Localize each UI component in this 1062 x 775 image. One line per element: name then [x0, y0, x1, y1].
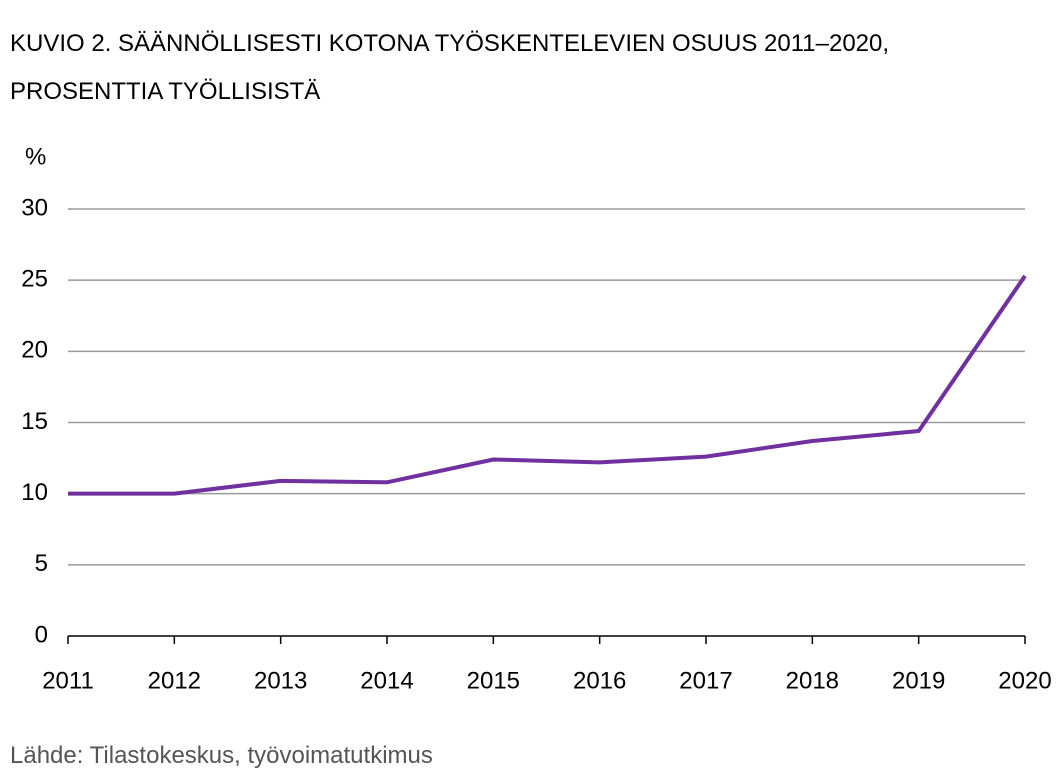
y-tick-label: 10 [21, 479, 48, 506]
x-tick-label: 2018 [786, 667, 839, 694]
data-line [68, 274, 1027, 496]
x-tick-label: 2016 [573, 667, 626, 694]
y-tick-label: 15 [21, 408, 48, 435]
x-tick-label: 2012 [148, 667, 201, 694]
x-tick-label: 2019 [892, 667, 945, 694]
y-tick-label: 0 [35, 621, 48, 648]
x-tick-label: 2017 [679, 667, 732, 694]
x-tick-label: 2015 [467, 667, 520, 694]
source-note: Lähde: Tilastokeskus, työvoimatutkimus [10, 742, 433, 769]
y-axis-label: % [25, 143, 46, 170]
y-tick-label: 20 [21, 337, 48, 364]
x-tick-label: 2011 [42, 667, 94, 694]
x-tick-label: 2020 [998, 667, 1051, 694]
y-tick-label: 30 [21, 194, 48, 221]
chart-title: KUVIO 2. SÄÄNNÖLLISESTI KOTONA TYÖSKENTE… [10, 30, 890, 105]
y-tick-label: 5 [35, 550, 48, 577]
x-tick-label: 2013 [254, 667, 307, 694]
y-tick-label: 25 [21, 266, 48, 293]
x-tick-label: 2014 [360, 667, 413, 694]
